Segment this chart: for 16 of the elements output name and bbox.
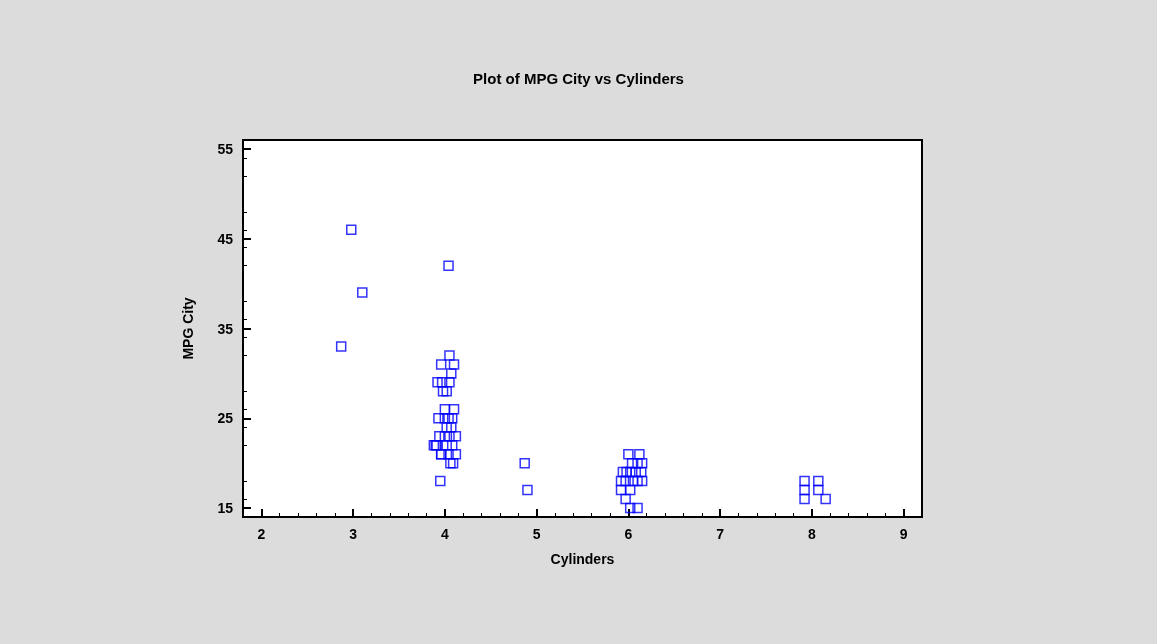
x-tick-label: 4 bbox=[440, 526, 449, 542]
x-tick-label: 2 bbox=[257, 526, 266, 542]
x-axis-title: Cylinders bbox=[550, 551, 615, 567]
y-tick-label: 55 bbox=[217, 140, 234, 157]
y-tick-label: 25 bbox=[217, 410, 234, 427]
x-tick-label: 9 bbox=[899, 526, 908, 542]
chart-title: Plot of MPG City vs Cylinders bbox=[473, 70, 684, 87]
x-tick-label: 6 bbox=[624, 526, 633, 542]
x-tick-label: 7 bbox=[716, 526, 725, 542]
x-tick-label: 8 bbox=[807, 526, 816, 542]
x-tick-label: 5 bbox=[532, 526, 541, 542]
y-tick-label: 35 bbox=[217, 320, 234, 337]
y-axis-title: MPG City bbox=[180, 297, 196, 360]
y-tick-label: 45 bbox=[217, 230, 234, 247]
y-tick-label: 15 bbox=[217, 500, 234, 517]
x-tick-label: 3 bbox=[349, 526, 358, 542]
